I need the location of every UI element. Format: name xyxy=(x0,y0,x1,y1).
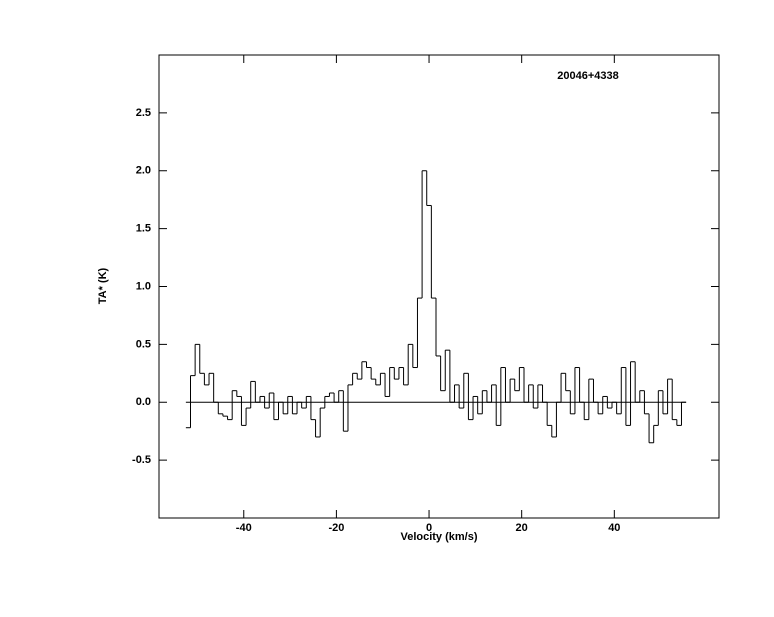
plot-frame xyxy=(158,54,720,519)
y-tick-label: 2.0 xyxy=(136,165,151,177)
x-tick-label: -20 xyxy=(328,522,344,534)
y-tick-label: 1.5 xyxy=(136,223,151,235)
chart-title: 20046+4338 xyxy=(557,70,618,82)
x-tick-label: -40 xyxy=(236,522,252,534)
y-tick-label: 0.5 xyxy=(136,338,151,350)
y-axis-label: TA* (K) xyxy=(97,267,109,304)
y-tick-label: 1.0 xyxy=(136,280,151,292)
y-tick-label: 0.0 xyxy=(136,396,151,408)
x-tick-label: 20 xyxy=(516,522,528,534)
y-tick-label: 2.5 xyxy=(136,107,151,119)
x-axis-label: Velocity (km/s) xyxy=(400,531,477,543)
x-tick-label: 40 xyxy=(608,522,620,534)
x-tick-label: 0 xyxy=(426,522,432,534)
y-tick-label: -0.5 xyxy=(132,454,151,466)
